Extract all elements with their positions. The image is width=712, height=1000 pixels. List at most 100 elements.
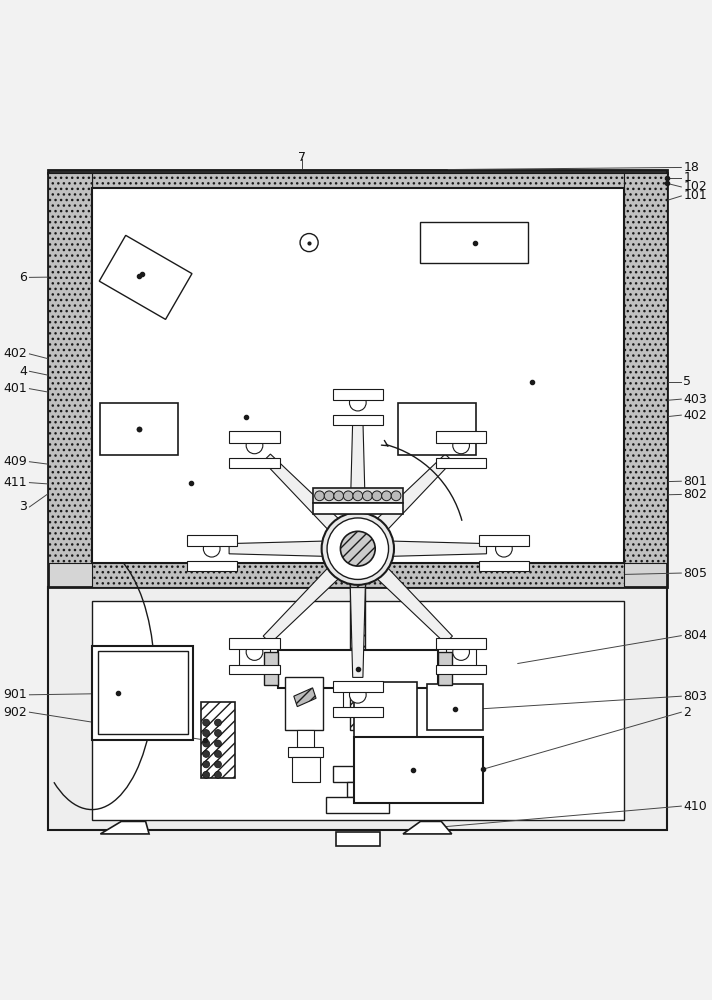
Text: 18: 18 [684, 161, 699, 174]
Circle shape [300, 234, 318, 252]
Bar [48, 587, 667, 830]
Bar [48, 173, 92, 563]
Polygon shape [263, 454, 340, 531]
Circle shape [246, 437, 263, 454]
Polygon shape [375, 454, 452, 531]
Circle shape [362, 491, 372, 501]
Bar [355, 682, 417, 737]
Bar [288, 747, 323, 757]
Bar [350, 587, 365, 653]
Circle shape [203, 771, 209, 778]
Text: 3: 3 [19, 500, 27, 513]
Bar [100, 403, 178, 455]
Text: 802: 802 [684, 488, 707, 501]
Text: 102: 102 [684, 180, 707, 193]
Circle shape [350, 394, 366, 411]
Bar [187, 535, 237, 546]
Circle shape [334, 491, 344, 501]
Bar [335, 832, 380, 846]
Bar [278, 650, 438, 688]
Text: 410: 410 [684, 800, 707, 813]
Bar [229, 665, 280, 674]
Text: 6: 6 [19, 271, 27, 284]
Bar [92, 173, 624, 201]
Bar [347, 514, 369, 531]
Bar [624, 173, 667, 563]
Polygon shape [100, 821, 149, 834]
Bar [292, 757, 320, 782]
Circle shape [203, 740, 209, 747]
Bar [436, 665, 486, 674]
Bar [92, 646, 193, 740]
Text: 4: 4 [19, 365, 27, 378]
Text: 403: 403 [684, 393, 707, 406]
Circle shape [453, 644, 469, 660]
Circle shape [246, 644, 263, 660]
Polygon shape [263, 566, 340, 643]
Bar [436, 458, 486, 468]
Circle shape [203, 761, 209, 768]
Bar [398, 403, 476, 455]
Bar [333, 707, 383, 717]
Bar [264, 652, 278, 685]
Polygon shape [350, 420, 365, 516]
Bar [420, 222, 528, 263]
Bar [347, 782, 368, 797]
Bar [48, 170, 667, 587]
Circle shape [203, 750, 209, 757]
Circle shape [204, 540, 220, 557]
Bar [297, 730, 314, 750]
Polygon shape [375, 566, 452, 643]
Polygon shape [294, 688, 316, 707]
Bar [355, 737, 483, 803]
Circle shape [214, 719, 221, 726]
Circle shape [324, 491, 334, 501]
Circle shape [391, 491, 401, 501]
Circle shape [327, 518, 389, 579]
Bar [229, 431, 280, 443]
Circle shape [496, 540, 512, 557]
Bar [350, 688, 365, 730]
Bar [427, 684, 483, 730]
Text: 902: 902 [4, 706, 27, 719]
Circle shape [453, 437, 469, 454]
Bar [350, 559, 365, 587]
Text: 7: 7 [298, 151, 306, 164]
Polygon shape [99, 235, 192, 319]
Circle shape [203, 730, 209, 737]
Text: 411: 411 [4, 476, 27, 489]
Text: 409: 409 [4, 455, 27, 468]
Bar [229, 458, 280, 468]
Bar [92, 601, 624, 820]
Text: 808: 808 [346, 833, 370, 846]
Circle shape [315, 491, 325, 501]
Text: 401: 401 [4, 382, 27, 395]
Text: 805: 805 [684, 567, 708, 580]
Bar [333, 766, 382, 782]
Polygon shape [350, 581, 365, 677]
Polygon shape [229, 541, 325, 556]
Bar [333, 681, 383, 692]
Bar [92, 559, 624, 587]
Text: 5: 5 [684, 375, 691, 388]
Polygon shape [403, 821, 451, 834]
Bar [313, 503, 403, 514]
Text: 2: 2 [684, 706, 691, 719]
Circle shape [353, 491, 362, 501]
Bar [438, 652, 451, 685]
Text: 803: 803 [684, 690, 707, 703]
Bar [201, 702, 235, 778]
Text: 101: 101 [684, 189, 707, 202]
Polygon shape [390, 541, 486, 556]
Text: 901: 901 [4, 688, 27, 701]
Bar [327, 797, 389, 813]
Circle shape [350, 686, 366, 703]
Circle shape [203, 719, 209, 726]
Circle shape [322, 513, 394, 585]
Bar [187, 561, 237, 571]
Circle shape [343, 491, 353, 501]
Text: 402: 402 [4, 347, 27, 360]
Circle shape [214, 750, 221, 757]
Bar [350, 566, 365, 585]
Circle shape [214, 740, 221, 747]
